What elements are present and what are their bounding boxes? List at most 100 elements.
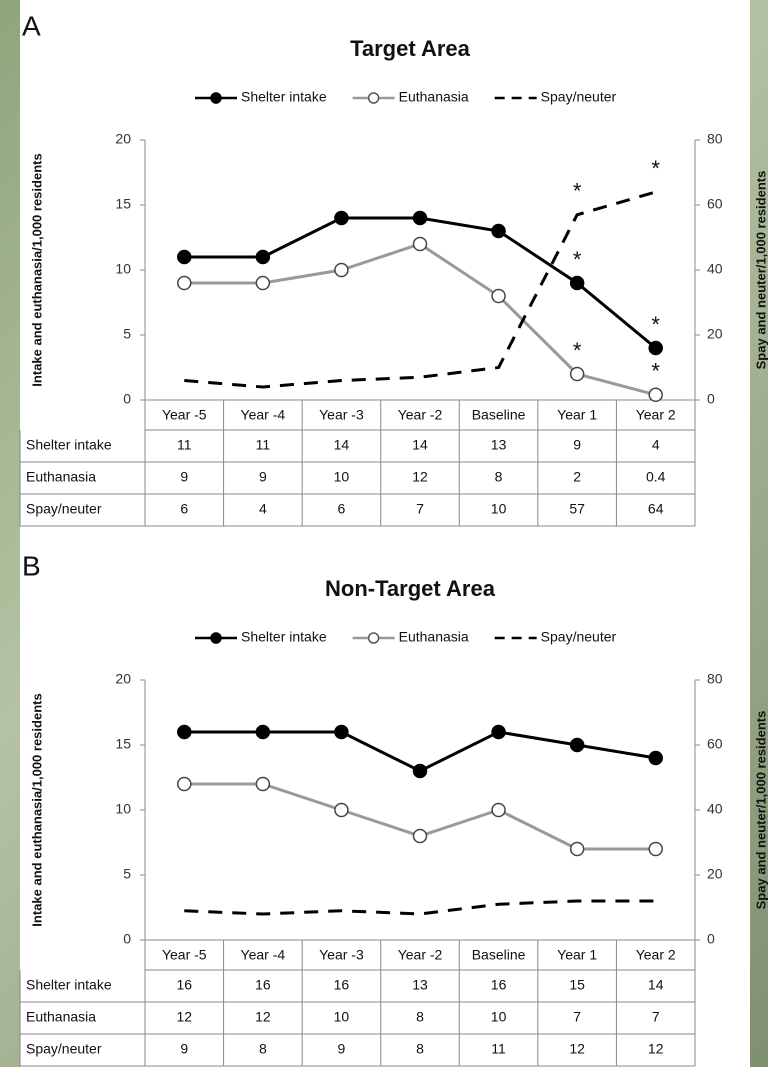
row-header: Shelter intake [26, 977, 112, 993]
table-cell: 8 [416, 1009, 424, 1025]
category-label: Year -4 [241, 947, 286, 963]
table-cell: 13 [412, 977, 428, 993]
data-point [571, 368, 584, 381]
table-cell: 9 [180, 469, 188, 485]
figure: ATarget Area05101520020406080Intake and … [0, 0, 768, 1067]
data-point [649, 752, 662, 765]
category-label: Year 2 [636, 407, 676, 423]
y-tick-label: 0 [123, 931, 131, 947]
table-cell: 2 [573, 469, 581, 485]
table-cell: 6 [338, 501, 346, 517]
y2-tick-label: 80 [707, 671, 723, 687]
table-cell: 12 [255, 1009, 271, 1025]
table-cell: 16 [255, 977, 271, 993]
y2-tick-label: 20 [707, 326, 723, 342]
category-label: Year 2 [636, 947, 676, 963]
y2-tick-label: 40 [707, 261, 723, 277]
table-cell: 11 [177, 437, 192, 453]
y-axis-title: Intake and euthanasia/1,000 residents [29, 153, 44, 386]
legend-label: Spay/neuter [541, 89, 617, 105]
table-cell: 4 [652, 437, 660, 453]
table-cell: 8 [259, 1041, 267, 1057]
y2-tick-label: 60 [707, 196, 723, 212]
data-point [335, 804, 348, 817]
table-cell: 10 [491, 501, 507, 517]
category-label: Year -2 [398, 947, 443, 963]
data-point [492, 726, 505, 739]
row-header: Euthanasia [26, 1009, 96, 1025]
category-label: Baseline [472, 407, 526, 423]
y2-tick-label: 80 [707, 131, 723, 147]
y2-tick-label: 60 [707, 736, 723, 752]
legend-marker [369, 93, 379, 103]
data-point [178, 251, 191, 264]
significance-mark: * [651, 359, 660, 384]
category-label: Baseline [472, 947, 526, 963]
category-label: Year -5 [162, 407, 207, 423]
category-label: Year -3 [319, 407, 364, 423]
legend-label: Euthanasia [399, 89, 469, 105]
legend-marker [369, 633, 379, 643]
panel-label: B [22, 550, 41, 581]
chart-title: Non-Target Area [325, 576, 496, 601]
y-tick-label: 20 [115, 131, 131, 147]
table-cell: 6 [180, 501, 188, 517]
data-point [178, 277, 191, 290]
data-point [256, 277, 269, 290]
table-cell: 14 [412, 437, 428, 453]
data-point [649, 843, 662, 856]
significance-mark: * [651, 312, 660, 337]
table-cell: 16 [491, 977, 507, 993]
legend-label: Euthanasia [399, 629, 469, 645]
row-header: Spay/neuter [26, 501, 102, 517]
legend-marker [211, 633, 221, 643]
row-header: Spay/neuter [26, 1041, 102, 1057]
table-cell: 57 [569, 501, 585, 517]
category-label: Year 1 [557, 947, 597, 963]
y-tick-label: 5 [123, 866, 131, 882]
legend-marker [211, 93, 221, 103]
table-cell: 7 [652, 1009, 660, 1025]
table-cell: 12 [412, 469, 428, 485]
y-tick-label: 10 [115, 261, 131, 277]
data-point [256, 778, 269, 791]
legend-label: Shelter intake [241, 89, 327, 105]
table-cell: 12 [569, 1041, 585, 1057]
table-cell: 9 [259, 469, 267, 485]
row-header: Euthanasia [26, 469, 96, 485]
data-point [178, 726, 191, 739]
y2-axis-title: Spay and neuter/1,000 residents [753, 171, 768, 370]
y-tick-label: 5 [123, 326, 131, 342]
table-cell: 15 [569, 977, 585, 993]
y-axis-title: Intake and euthanasia/1,000 residents [29, 693, 44, 926]
data-point [571, 843, 584, 856]
table-cell: 8 [416, 1041, 424, 1057]
table-cell: 10 [491, 1009, 507, 1025]
data-point [178, 778, 191, 791]
category-label: Year -5 [162, 947, 207, 963]
y-tick-label: 15 [115, 196, 131, 212]
data-point [492, 290, 505, 303]
table-cell: 64 [648, 501, 664, 517]
data-point [492, 804, 505, 817]
y2-tick-label: 40 [707, 801, 723, 817]
table-cell: 14 [334, 437, 350, 453]
data-point [335, 264, 348, 277]
significance-mark: * [651, 156, 660, 181]
table-cell: 8 [495, 469, 503, 485]
category-label: Year -4 [241, 407, 286, 423]
table-cell: 14 [648, 977, 664, 993]
data-point [335, 212, 348, 225]
data-point [256, 726, 269, 739]
significance-mark: * [573, 179, 582, 204]
table-cell: 4 [259, 501, 267, 517]
table-cell: 11 [256, 437, 271, 453]
table-cell: 12 [176, 1009, 192, 1025]
table-cell: 12 [648, 1041, 664, 1057]
table-cell: 16 [334, 977, 350, 993]
significance-mark: * [573, 338, 582, 363]
table-cell: 9 [180, 1041, 188, 1057]
y2-tick-label: 0 [707, 931, 715, 947]
data-point [571, 739, 584, 752]
table-cell: 10 [334, 1009, 350, 1025]
